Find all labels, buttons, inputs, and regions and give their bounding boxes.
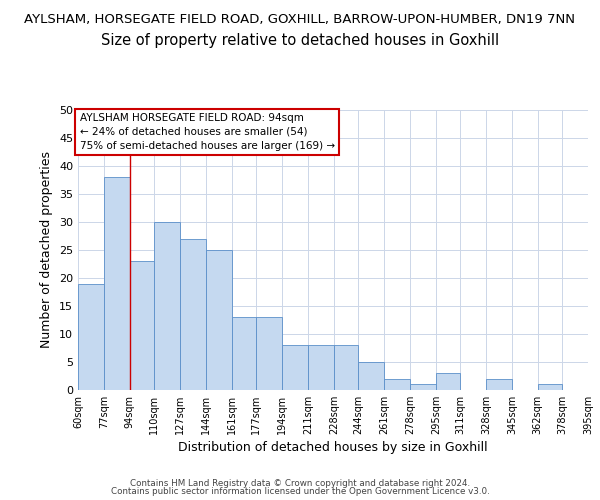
X-axis label: Distribution of detached houses by size in Goxhill: Distribution of detached houses by size … [178,441,488,454]
Bar [538,384,562,390]
Bar [154,222,180,390]
Bar [78,284,104,390]
Text: Size of property relative to detached houses in Goxhill: Size of property relative to detached ho… [101,32,499,48]
Text: AYLSHAM HORSEGATE FIELD ROAD: 94sqm
← 24% of detached houses are smaller (54)
75: AYLSHAM HORSEGATE FIELD ROAD: 94sqm ← 24… [80,113,335,151]
Bar [358,362,384,390]
Bar [232,317,256,390]
Bar [256,317,282,390]
Bar [308,345,334,390]
Bar [180,239,206,390]
Bar [130,261,154,390]
Text: AYLSHAM, HORSEGATE FIELD ROAD, GOXHILL, BARROW-UPON-HUMBER, DN19 7NN: AYLSHAM, HORSEGATE FIELD ROAD, GOXHILL, … [25,12,575,26]
Bar [282,345,308,390]
Text: Contains HM Land Registry data © Crown copyright and database right 2024.: Contains HM Land Registry data © Crown c… [130,478,470,488]
Y-axis label: Number of detached properties: Number of detached properties [40,152,53,348]
Bar [486,379,512,390]
Bar [104,177,130,390]
Bar [384,379,410,390]
Bar [206,250,232,390]
Text: Contains public sector information licensed under the Open Government Licence v3: Contains public sector information licen… [110,488,490,496]
Bar [410,384,436,390]
Bar [436,373,460,390]
Bar [334,345,358,390]
